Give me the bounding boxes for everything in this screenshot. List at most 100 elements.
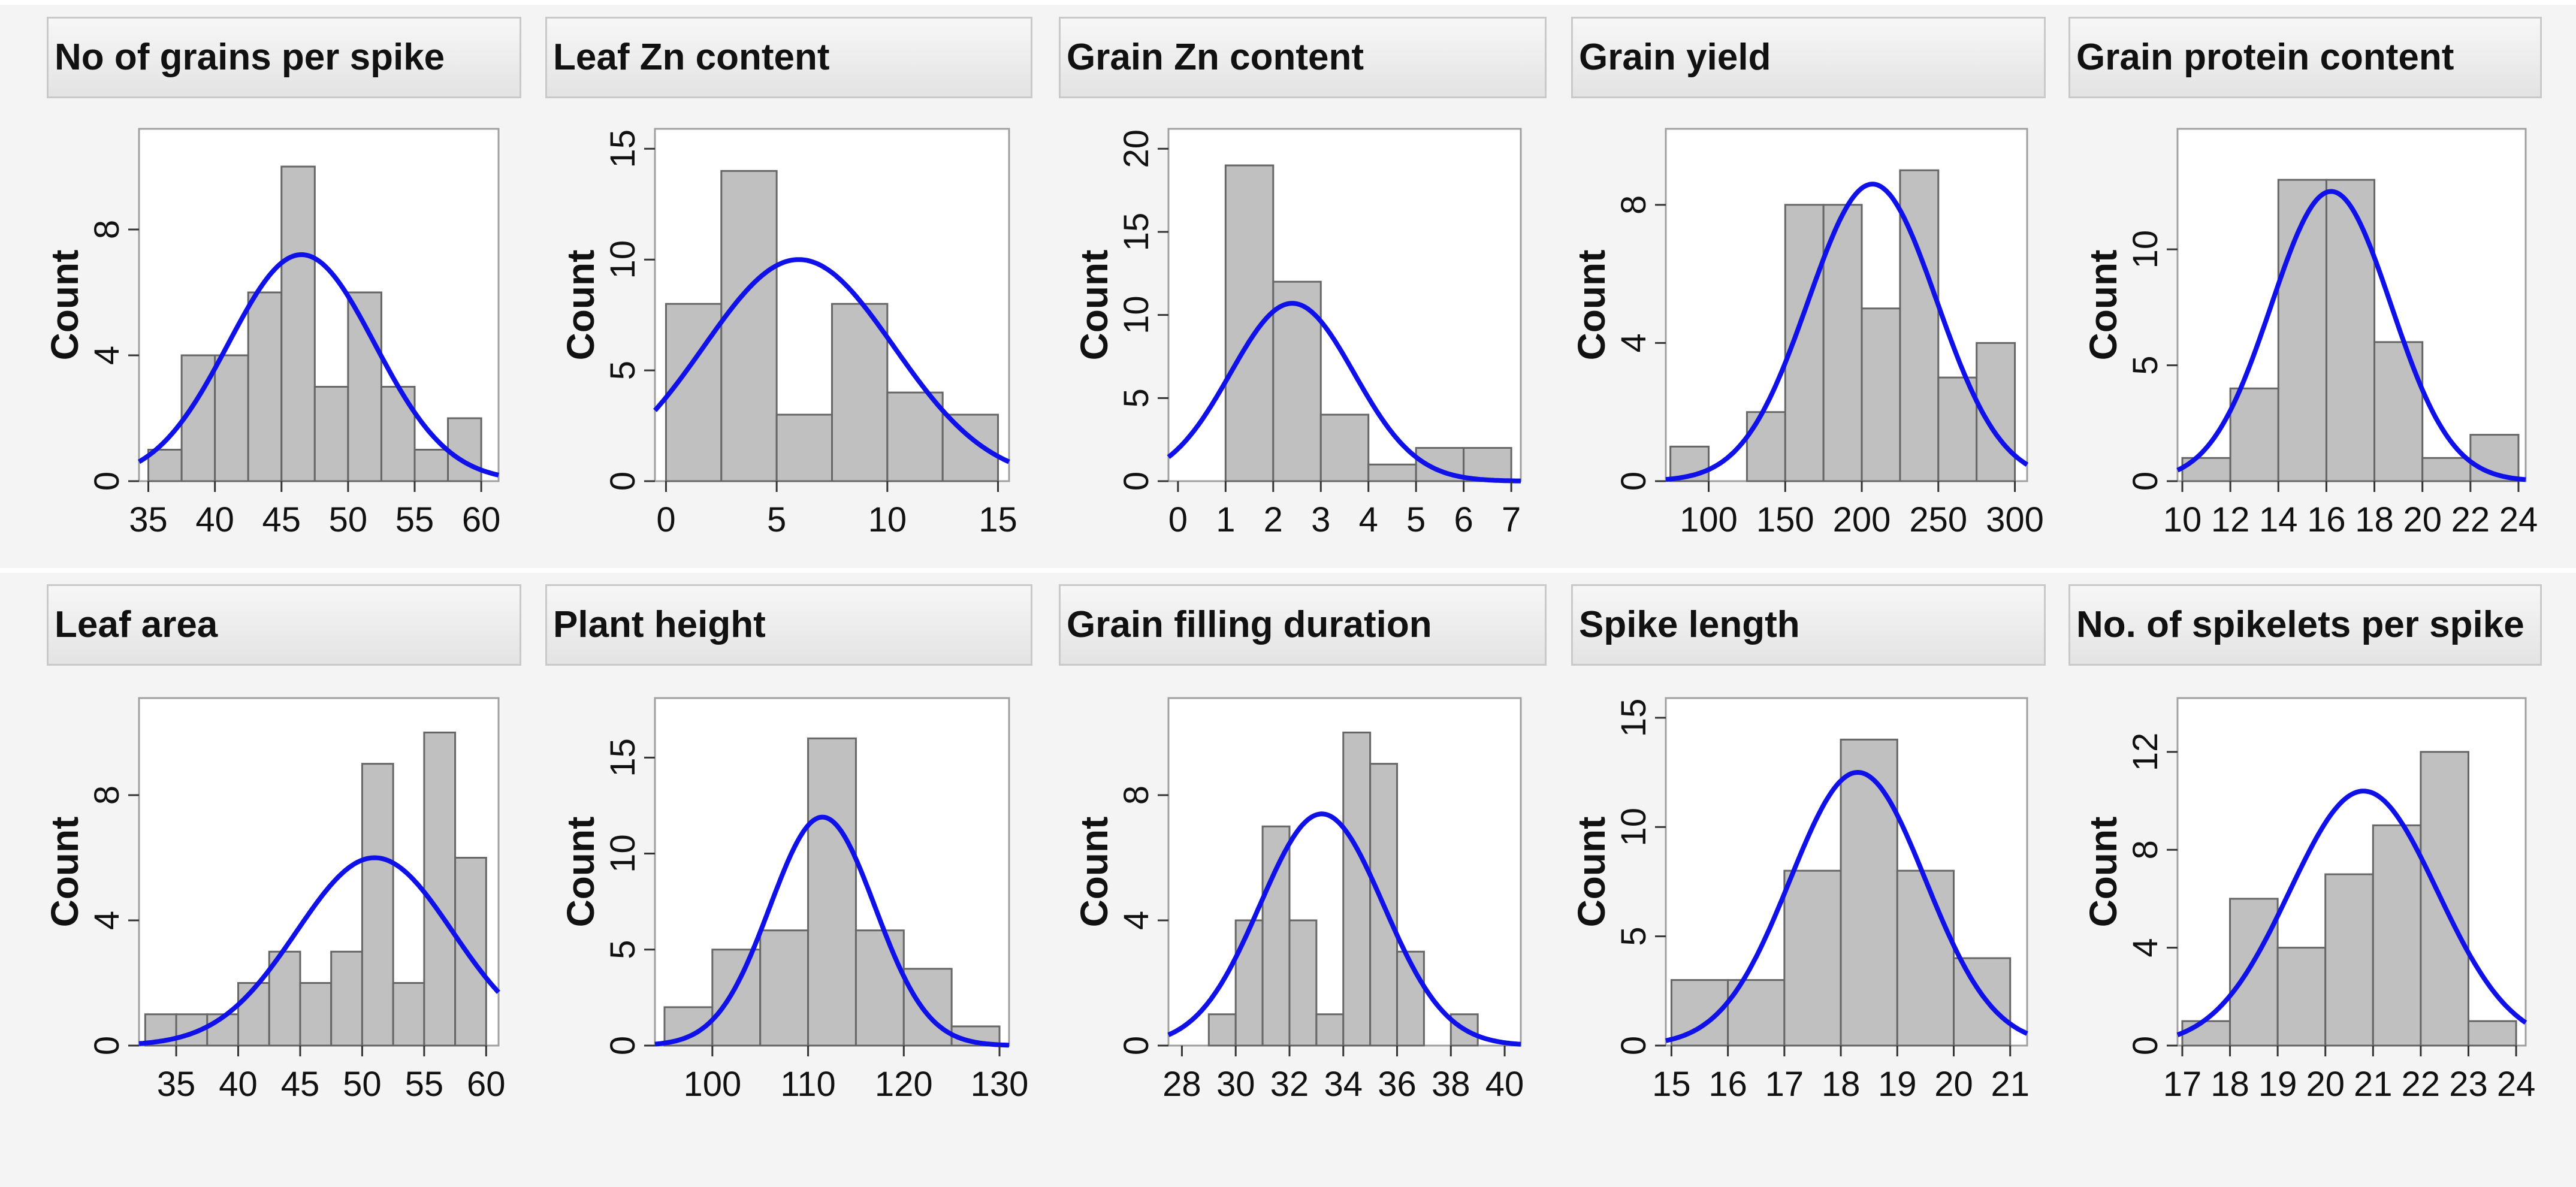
y-tick-label: 5 [603,361,642,380]
normal-fit-curve [138,855,500,1046]
y-axis-label: Count [2082,817,2125,928]
y-tick-label: 0 [2126,472,2165,491]
histogram-bar [1861,307,1901,482]
histogram-bar [1840,738,1898,1047]
histogram-bar [1288,919,1318,1047]
x-tick-label: 100 [683,1065,741,1104]
histogram-bar [237,981,270,1047]
histogram-bar [1342,731,1372,1047]
histogram-bar [711,949,762,1047]
x-tick-label: 15 [1652,1065,1691,1104]
x-tick-label: 200 [1833,500,1891,539]
y-tick-label: 0 [1614,472,1653,491]
x-tick-label: 20 [2403,500,2442,539]
y-axis-label: Count [1073,250,1116,361]
histogram-bar [214,354,249,482]
row-divider [0,568,2576,573]
x-tick-label: 45 [262,500,301,539]
histogram-bar [807,737,857,1047]
x-tick-label: 22 [2402,1065,2441,1104]
histogram-bar [413,449,449,482]
y-tick-label: 4 [87,911,126,930]
x-tick-label: 30 [1216,1065,1255,1104]
x-tick-label: 18 [2355,500,2394,539]
x-tick-label: 16 [1708,1065,1747,1104]
histogram-bar [759,929,810,1047]
x-tick-label: 110 [780,1065,835,1104]
x-tick-label: 60 [467,1065,506,1104]
x-tick-label: 18 [2210,1065,2249,1104]
x-tick-label: 4 [1359,500,1378,539]
histogram-bar [720,170,778,482]
histogram-bar [330,950,363,1047]
histogram-bar [2467,1020,2517,1047]
x-tick-label: 0 [656,500,675,539]
chart-title: Leaf area [47,584,521,666]
x-tick-label: 40 [1485,1065,1524,1104]
x-tick-label: 17 [2163,1065,2202,1104]
chart-title: Spike length [1571,584,2046,666]
x-tick-label: 38 [1432,1065,1470,1104]
normal-fit-curve [1665,769,2028,1043]
histogram-bar [941,413,999,482]
y-tick-label: 4 [2126,938,2165,957]
histogram-bar [1953,957,2012,1047]
x-tick-label: 50 [343,1065,382,1104]
histogram-bar [454,856,487,1047]
y-tick-label: 0 [87,1036,126,1055]
x-tick-label: 50 [329,500,368,539]
normal-fit-curve [654,814,1010,1048]
histogram-bar [392,981,425,1047]
y-tick-label: 15 [603,738,642,777]
x-tick-label: 100 [1680,500,1738,539]
x-tick-label: 24 [2499,500,2538,539]
y-axis-label: Count [1570,250,1613,361]
x-tick-label: 19 [1878,1065,1917,1104]
x-tick-label: 45 [281,1065,320,1104]
histogram-bar [2229,387,2279,482]
x-tick-label: 40 [219,1065,258,1104]
x-tick-label: 10 [2163,500,2202,539]
y-tick-label: 15 [1614,699,1653,738]
normal-fit-curve [1665,182,2029,482]
histogram-bar [2372,824,2422,1047]
chart-title: Grain Zn content [1059,17,1547,98]
x-tick-label: 40 [195,500,234,539]
chart-title: No of grains per spike [47,17,521,98]
x-tick-label: 35 [157,1065,196,1104]
y-tick-label: 10 [603,240,642,279]
x-tick-label: 12 [2211,500,2250,539]
normal-fit-curve [1167,301,1521,484]
x-tick-label: 0 [1168,500,1188,539]
histogram-bar [2181,1020,2231,1047]
y-tick-label: 5 [1117,388,1156,407]
chart-title: Grain filling duration [1059,584,1547,666]
x-tick-label: 17 [1765,1065,1804,1104]
x-tick-label: 16 [2307,500,2346,539]
x-tick-label: 19 [2258,1065,2297,1104]
x-tick-label: 10 [868,500,907,539]
y-tick-label: 0 [603,472,642,491]
y-tick-label: 0 [87,472,126,491]
top-divider [0,0,2576,5]
x-tick-label: 32 [1270,1065,1309,1104]
histogram-bar [831,303,889,482]
histogram-bar [361,763,394,1047]
y-tick-label: 5 [603,940,642,959]
histogram-bar [299,981,333,1047]
histogram-bar [280,165,316,482]
y-tick-label: 20 [1117,129,1156,168]
normal-fit-curve [2176,789,2527,1037]
x-tick-label: 7 [1502,500,1521,539]
x-tick-label: 60 [462,500,501,539]
x-tick-label: 34 [1324,1065,1363,1104]
x-tick-label: 55 [405,1065,444,1104]
y-tick-label: 0 [1614,1036,1653,1055]
x-tick-label: 24 [2497,1065,2536,1104]
x-tick-label: 15 [979,500,1017,539]
y-axis-label: Count [2082,250,2125,361]
x-tick-label: 20 [1934,1065,1973,1104]
